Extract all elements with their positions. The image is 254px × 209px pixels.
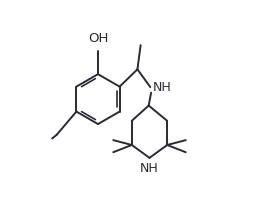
Text: NH: NH [153,81,171,94]
Text: OH: OH [89,32,109,45]
Text: NH: NH [140,162,159,175]
